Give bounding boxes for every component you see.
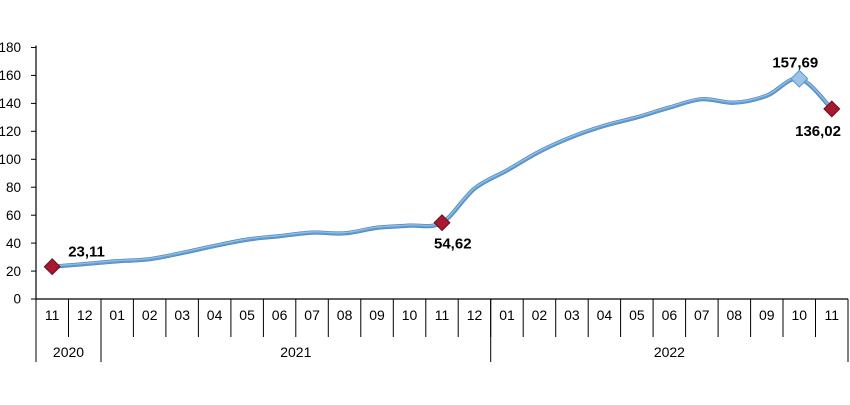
svg-text:01: 01	[109, 307, 125, 323]
svg-text:40: 40	[6, 236, 21, 251]
svg-text:157,69: 157,69	[772, 55, 818, 72]
svg-text:07: 07	[694, 307, 710, 323]
svg-text:180: 180	[0, 40, 21, 55]
svg-text:54,62: 54,62	[434, 236, 472, 253]
svg-text:08: 08	[337, 307, 353, 323]
svg-text:06: 06	[662, 307, 678, 323]
svg-text:10: 10	[402, 307, 418, 323]
svg-text:04: 04	[207, 307, 223, 323]
svg-text:0: 0	[13, 292, 21, 307]
svg-text:80: 80	[6, 180, 21, 195]
svg-text:05: 05	[629, 307, 645, 323]
svg-text:12: 12	[467, 307, 483, 323]
svg-text:11: 11	[435, 307, 450, 323]
svg-text:120: 120	[0, 124, 21, 139]
svg-text:60: 60	[6, 208, 21, 223]
svg-text:03: 03	[174, 307, 190, 323]
svg-text:12: 12	[77, 307, 93, 323]
svg-text:02: 02	[532, 307, 548, 323]
svg-text:2022: 2022	[654, 344, 685, 360]
svg-text:05: 05	[239, 307, 255, 323]
svg-text:11: 11	[825, 307, 840, 323]
svg-text:02: 02	[142, 307, 158, 323]
svg-text:100: 100	[0, 152, 21, 167]
svg-text:2021: 2021	[280, 344, 311, 360]
svg-text:04: 04	[597, 307, 613, 323]
svg-text:140: 140	[0, 96, 21, 111]
svg-text:160: 160	[0, 68, 21, 83]
svg-text:10: 10	[792, 307, 808, 323]
svg-text:09: 09	[759, 307, 775, 323]
svg-text:03: 03	[564, 307, 580, 323]
svg-text:11: 11	[45, 307, 60, 323]
svg-text:01: 01	[499, 307, 515, 323]
svg-text:2020: 2020	[53, 344, 84, 360]
svg-text:07: 07	[304, 307, 320, 323]
svg-text:23,11: 23,11	[68, 244, 105, 261]
svg-text:06: 06	[272, 307, 288, 323]
svg-text:08: 08	[727, 307, 743, 323]
svg-text:136,02: 136,02	[795, 123, 841, 140]
svg-text:20: 20	[6, 264, 21, 279]
svg-text:09: 09	[369, 307, 385, 323]
